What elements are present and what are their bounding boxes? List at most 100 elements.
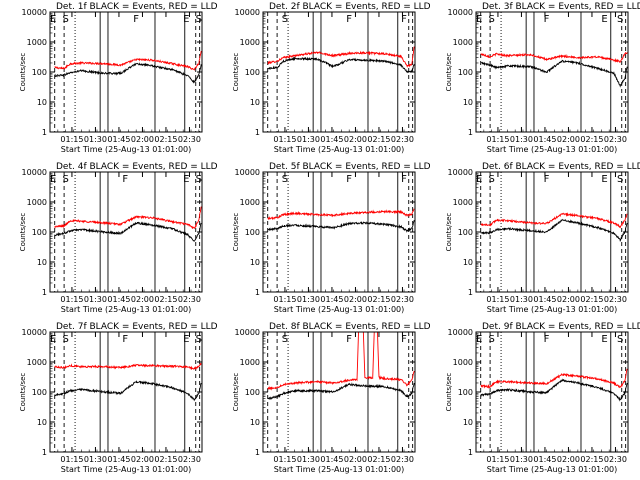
- x-tick-label: 02:15: [580, 135, 603, 144]
- marker-letter: F: [544, 14, 550, 25]
- y-tick-label: 10: [37, 418, 47, 427]
- y-tick-label: 10000: [448, 168, 473, 177]
- x-axis-label: Start Time (25-Aug-13 01:01:00): [61, 305, 192, 314]
- x-tick-label: 01:30: [84, 455, 107, 464]
- marker-letter: S: [282, 14, 288, 25]
- events-series-line: [54, 221, 202, 242]
- x-tick-label: 01:45: [320, 455, 343, 464]
- y-tick-label: 1000: [240, 198, 260, 207]
- marker-letter: F: [401, 174, 407, 185]
- x-axis-label: Start Time (25-Aug-13 01:01:00): [487, 465, 618, 474]
- y-tick-label: 10000: [448, 328, 473, 337]
- x-tick-label: 02:00: [557, 295, 580, 304]
- marker-letter: E: [601, 14, 607, 25]
- x-tick-label: 01:15: [60, 455, 83, 464]
- y-tick-label: 10000: [22, 168, 47, 177]
- x-tick-label: 02:30: [604, 455, 627, 464]
- y-tick-label: 1000: [240, 358, 260, 367]
- plot-frame: [475, 11, 629, 133]
- x-tick-label: 02:15: [154, 455, 177, 464]
- x-axis-label: Start Time (25-Aug-13 01:01:00): [487, 145, 618, 154]
- x-tick-label: 02:30: [178, 135, 201, 144]
- lld-series-line: [267, 46, 415, 68]
- panel-title: Det. 9f BLACK = Events, RED = LLD: [482, 322, 640, 332]
- marker-letter: F: [544, 174, 550, 185]
- x-tick-label: 02:15: [367, 135, 390, 144]
- marker-letter: S: [62, 174, 68, 185]
- marker-letter: S: [282, 334, 288, 345]
- y-tick-label: 10000: [235, 8, 260, 17]
- plot-area: [54, 332, 202, 452]
- events-series-line: [267, 220, 415, 233]
- y-tick-label: 1: [468, 448, 473, 457]
- x-tick-label: 01:30: [84, 295, 107, 304]
- x-tick-label: 01:45: [533, 135, 556, 144]
- x-tick-label: 02:30: [391, 295, 414, 304]
- lld-series-line: [267, 332, 415, 391]
- y-tick-label: 1: [42, 288, 47, 297]
- events-series-line: [267, 382, 415, 401]
- events-series-line: [267, 56, 415, 74]
- x-tick-label: 01:15: [486, 455, 509, 464]
- x-axis-label: Start Time (25-Aug-13 01:01:00): [274, 465, 405, 474]
- x-tick-label: 02:00: [557, 135, 580, 144]
- y-axis-label: Counts/sec: [232, 213, 240, 252]
- x-tick-label: 02:30: [604, 135, 627, 144]
- x-tick-label: 02:00: [131, 135, 154, 144]
- panel-title: Det. 7f BLACK = Events, RED = LLD: [56, 322, 218, 332]
- marker-letter: E: [476, 334, 482, 345]
- x-tick-label: 02:00: [344, 135, 367, 144]
- marker-letter: E: [183, 14, 189, 25]
- marker-letter: F: [346, 14, 352, 25]
- y-tick-label: 100: [458, 388, 473, 397]
- x-axis-label: Start Time (25-Aug-13 01:01:00): [61, 465, 192, 474]
- panel-title: Det. 1f BLACK = Events, RED = LLD: [56, 2, 218, 12]
- lld-series-line: [480, 368, 628, 389]
- y-tick-label: 1000: [240, 38, 260, 47]
- y-tick-label: 100: [458, 68, 473, 77]
- x-tick-label: 02:30: [604, 295, 627, 304]
- y-tick-label: 10: [463, 258, 473, 267]
- panel-5: Det. 5f BLACK = Events, RED = LLD 1 10 100 1…: [232, 162, 431, 314]
- lld-series-line: [480, 212, 628, 229]
- y-tick-label: 1000: [453, 198, 473, 207]
- x-tick-label: 02:30: [178, 455, 201, 464]
- marker-letter: F: [544, 334, 550, 345]
- x-tick-label: 02:30: [391, 455, 414, 464]
- y-tick-label: 10: [463, 418, 473, 427]
- x-tick-label: 02:15: [154, 295, 177, 304]
- y-axis-label: Counts/sec: [445, 213, 453, 252]
- marker-letter: E: [476, 174, 482, 185]
- y-tick-label: 10: [250, 98, 260, 107]
- panel-title: Det. 8f BLACK = Events, RED = LLD: [269, 322, 431, 332]
- panel-title: Det. 2f BLACK = Events, RED = LLD: [269, 2, 431, 12]
- x-tick-label: 01:30: [510, 135, 533, 144]
- x-tick-label: 01:15: [273, 295, 296, 304]
- plot-area: [54, 12, 202, 132]
- panel-3: Det. 3f BLACK = Events, RED = LLD 1 10 100 1…: [445, 2, 640, 154]
- plot-frame: [475, 331, 629, 453]
- x-axis-label: Start Time (25-Aug-13 01:01:00): [274, 305, 405, 314]
- x-tick-label: 02:00: [344, 295, 367, 304]
- x-tick-label: 02:00: [131, 455, 154, 464]
- y-tick-label: 10: [250, 418, 260, 427]
- y-tick-label: 10000: [235, 328, 260, 337]
- y-axis-label: Counts/sec: [445, 53, 453, 92]
- marker-letter: S: [617, 334, 623, 345]
- lld-series-line: [480, 51, 628, 64]
- panel-4: Det. 4f BLACK = Events, RED = LLD 1 10 100 1…: [19, 162, 218, 314]
- lld-series-line: [54, 206, 202, 230]
- x-tick-label: 01:15: [273, 135, 296, 144]
- y-axis-label: Counts/sec: [232, 373, 240, 412]
- y-tick-label: 100: [32, 388, 47, 397]
- y-tick-label: 10000: [448, 8, 473, 17]
- y-axis-label: Counts/sec: [445, 373, 453, 412]
- y-tick-label: 1000: [453, 358, 473, 367]
- events-series-line: [54, 62, 202, 84]
- plot-area: [267, 12, 415, 132]
- marker-letter: F: [122, 334, 128, 345]
- y-tick-label: 1000: [27, 38, 47, 47]
- plot-area: [480, 12, 628, 132]
- marker-letter: S: [617, 174, 623, 185]
